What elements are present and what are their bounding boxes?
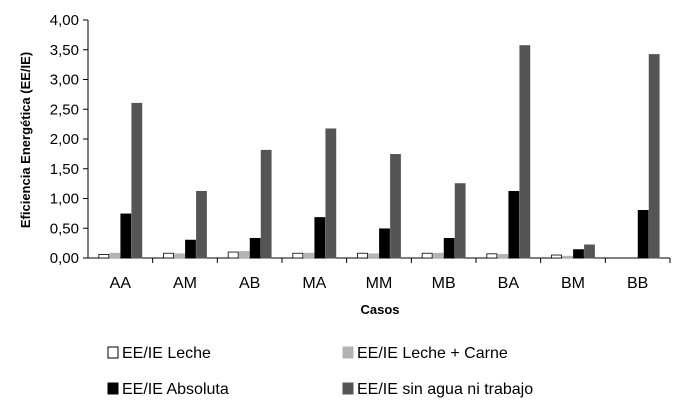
bar — [379, 228, 390, 259]
y-tick-label: 1,50 — [50, 161, 79, 178]
bar — [454, 183, 466, 259]
bar — [443, 237, 455, 259]
y-tick-label: 4,00 — [50, 12, 79, 29]
y-axis-title: Eficiencia Energética (EE/IE) — [18, 52, 33, 228]
bar — [120, 213, 132, 259]
bar — [196, 190, 207, 259]
x-tick-label: AB — [239, 275, 260, 292]
legend-swatch — [342, 346, 354, 359]
x-tick-label: BA — [498, 275, 520, 292]
legend-label: EE/IE Leche + Carne — [357, 345, 508, 362]
bar — [292, 252, 304, 259]
bar — [432, 252, 444, 259]
bar — [486, 253, 498, 259]
bar — [303, 252, 315, 259]
bar — [648, 54, 660, 259]
x-axis-title: Casos — [360, 302, 399, 317]
legend-label: EE/IE Leche — [122, 345, 211, 362]
bar — [260, 149, 272, 259]
y-tick-label: 3,00 — [50, 72, 79, 89]
plot-area: 0,00 0,50 1,00 1,50 2,00 2,50 3,00 3,50 4,00 AA AM… — [50, 12, 671, 292]
x-tick-label: MA — [302, 275, 326, 292]
bar — [174, 253, 185, 259]
bar — [357, 252, 368, 259]
bar — [519, 45, 531, 259]
y-tick-label: 2,50 — [50, 101, 79, 118]
bar — [98, 254, 110, 259]
bar — [368, 253, 379, 259]
bar — [163, 252, 174, 259]
x-tick-label: BM — [561, 275, 585, 292]
y-tick-label: 2,00 — [50, 131, 79, 148]
legend: EE/IE Leche EE/IE Leche + Carne EE/IE Abso… — [107, 345, 533, 398]
y-tick-label: 3,50 — [50, 42, 79, 59]
x-tick-label: BB — [627, 275, 648, 292]
bar — [390, 154, 401, 259]
bar — [421, 252, 433, 259]
bar — [325, 128, 337, 259]
x-tick-label: AA — [110, 275, 132, 292]
bar — [238, 251, 250, 259]
y-tick-label: 0,00 — [50, 250, 79, 267]
bar — [497, 254, 509, 259]
legend-swatch — [342, 382, 354, 395]
x-tick-label: MB — [432, 275, 456, 292]
bar — [508, 190, 520, 259]
bar — [249, 237, 261, 259]
bar — [131, 102, 143, 259]
bar — [185, 239, 196, 259]
bar — [637, 209, 649, 259]
bar — [573, 249, 584, 259]
legend-label: EE/IE Absoluta — [122, 381, 229, 398]
legend-label: EE/IE sin agua ni trabajo — [357, 381, 533, 398]
bar — [314, 217, 326, 259]
y-tick-label: 0,50 — [50, 220, 79, 237]
x-tick-label: AM — [173, 275, 197, 292]
bar — [584, 244, 595, 259]
y-tick-label: 1,00 — [50, 191, 79, 208]
legend-swatch — [107, 346, 119, 359]
bar — [227, 251, 239, 259]
x-tick-label: MM — [366, 275, 393, 292]
bar — [551, 254, 562, 259]
bar — [562, 255, 573, 259]
legend-swatch — [107, 382, 119, 395]
bar — [109, 252, 121, 259]
